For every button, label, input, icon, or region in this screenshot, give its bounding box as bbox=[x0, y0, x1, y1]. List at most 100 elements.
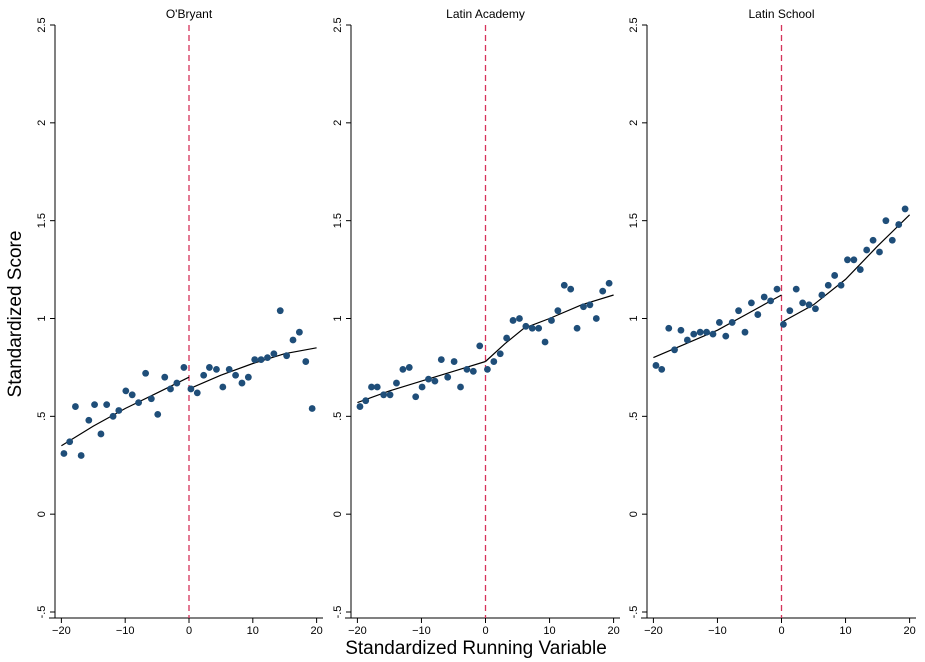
data-point bbox=[567, 285, 575, 293]
data-point bbox=[91, 401, 98, 408]
data-point bbox=[393, 379, 400, 387]
data-point bbox=[154, 410, 162, 418]
data-point bbox=[780, 320, 787, 328]
panel-1: O'Bryant -.5 0 .5 1 1.5 2 2.5 −20 −10 0 10 20 bbox=[36, 7, 323, 637]
data-point bbox=[888, 236, 896, 244]
x-tick-label: −10 bbox=[708, 625, 727, 637]
y-tick-label: .5 bbox=[36, 412, 48, 421]
y-tick-label: 1 bbox=[36, 315, 48, 321]
data-point bbox=[225, 365, 233, 373]
data-point bbox=[895, 221, 903, 228]
fit-line-right bbox=[485, 294, 614, 362]
data-point bbox=[760, 293, 768, 301]
x-tick-label: −10 bbox=[412, 625, 431, 637]
data-point bbox=[418, 383, 426, 391]
y-tick-label: -.5 bbox=[36, 606, 48, 619]
y-tick-label: 1 bbox=[332, 315, 344, 321]
data-point bbox=[444, 373, 452, 381]
data-point bbox=[469, 367, 477, 375]
data-point bbox=[289, 336, 297, 344]
data-point bbox=[528, 324, 536, 332]
panel-2: Latin Academy -.5 0 .5 1 1.5 2 2.5 −20 −10 0 10 20 bbox=[332, 7, 620, 637]
data-point bbox=[554, 307, 562, 315]
data-point bbox=[522, 322, 530, 330]
y-tick-label: 1.5 bbox=[628, 213, 640, 228]
data-point bbox=[200, 371, 208, 379]
data-point bbox=[690, 330, 698, 338]
data-point bbox=[206, 364, 213, 371]
data-point bbox=[592, 315, 600, 322]
data-point bbox=[213, 365, 220, 373]
data-point bbox=[167, 385, 174, 393]
data-point bbox=[722, 332, 730, 340]
data-point bbox=[503, 334, 511, 342]
x-tick-label: −20 bbox=[644, 625, 663, 637]
data-point bbox=[882, 217, 890, 225]
data-point bbox=[741, 328, 749, 336]
data-point bbox=[302, 358, 310, 365]
x-tick-label: 10 bbox=[543, 625, 555, 637]
data-point bbox=[356, 403, 364, 410]
y-tick-label: 0 bbox=[628, 511, 640, 517]
data-point bbox=[425, 375, 432, 383]
y-tick-label: 2 bbox=[628, 120, 640, 126]
data-point bbox=[60, 450, 68, 457]
data-point bbox=[792, 285, 800, 293]
data-point bbox=[251, 356, 259, 363]
data-point bbox=[142, 369, 150, 377]
x-tick-label: 20 bbox=[607, 625, 619, 637]
data-point bbox=[161, 373, 169, 381]
panel-title: Latin Academy bbox=[446, 7, 525, 21]
y-axis-title: Standardized Score bbox=[5, 231, 26, 398]
data-point bbox=[463, 365, 471, 373]
data-point bbox=[257, 356, 265, 363]
y-tick-label: 2.5 bbox=[36, 17, 48, 32]
data-point bbox=[677, 326, 685, 334]
x-tick-label: 10 bbox=[247, 625, 259, 637]
y-tick-label: .5 bbox=[332, 412, 344, 421]
data-point bbox=[122, 387, 130, 395]
data-point bbox=[541, 338, 549, 346]
data-point bbox=[715, 319, 723, 326]
x-tick-label: 0 bbox=[482, 625, 488, 637]
y-tick-label: .5 bbox=[628, 412, 640, 421]
data-point bbox=[187, 385, 195, 393]
data-point bbox=[77, 452, 85, 459]
data-point bbox=[560, 281, 568, 289]
data-point bbox=[219, 383, 227, 391]
data-point bbox=[599, 287, 607, 295]
data-point bbox=[276, 307, 284, 315]
data-point bbox=[573, 324, 581, 332]
data-point bbox=[244, 373, 252, 381]
panel-title: Latin School bbox=[748, 7, 814, 21]
data-point bbox=[876, 248, 883, 256]
data-point bbox=[496, 350, 504, 358]
data-point bbox=[605, 279, 613, 287]
data-point bbox=[368, 383, 375, 391]
data-point bbox=[696, 328, 704, 336]
y-tick-label: 0 bbox=[36, 511, 48, 517]
data-point bbox=[728, 319, 736, 326]
y-tick-label: 0 bbox=[332, 511, 344, 517]
data-point bbox=[850, 256, 858, 264]
x-tick-label: 10 bbox=[839, 625, 851, 637]
data-point bbox=[109, 412, 117, 420]
data-point bbox=[799, 299, 807, 307]
data-point bbox=[85, 416, 93, 424]
data-point bbox=[709, 330, 717, 338]
y-tick-label: -.5 bbox=[628, 606, 640, 619]
data-point bbox=[652, 362, 660, 369]
data-point bbox=[264, 354, 271, 362]
data-point bbox=[457, 383, 464, 391]
data-point bbox=[805, 301, 813, 309]
y-tick-label: 2.5 bbox=[628, 17, 640, 32]
panel-3: Latin School -.5 0 .5 1 1.5 2 2.5 −20 −10 0 10 20 bbox=[628, 7, 916, 637]
data-point bbox=[193, 389, 201, 397]
data-point bbox=[747, 299, 755, 307]
data-point bbox=[658, 365, 666, 373]
data-point bbox=[773, 285, 781, 293]
data-point bbox=[399, 365, 407, 373]
data-point bbox=[412, 393, 420, 401]
data-point bbox=[386, 391, 394, 399]
